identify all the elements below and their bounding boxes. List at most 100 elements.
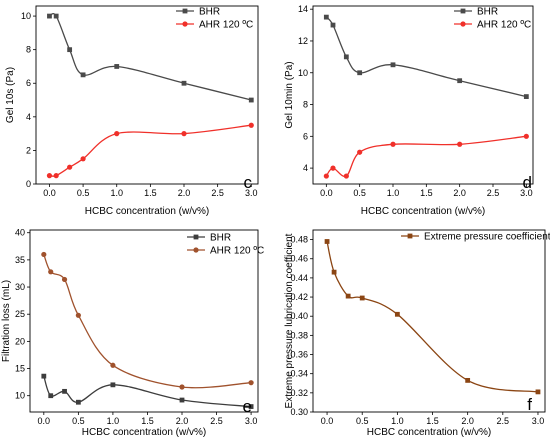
x-tick-label: 2.0 — [453, 188, 466, 198]
legend-label: AHR 120 ºC — [199, 20, 253, 31]
data-point — [181, 80, 187, 86]
y-tick-label: 10 — [15, 391, 25, 401]
data-point — [75, 312, 81, 318]
x-tick-label: 2.5 — [497, 416, 510, 426]
legend-label: AHR 120 ºC — [477, 20, 531, 31]
y-axis-title: Extreme pressure lubrication coefficient — [284, 233, 295, 408]
data-point — [535, 389, 541, 395]
x-tick-label: 3.0 — [245, 416, 258, 426]
data-point — [41, 251, 47, 258]
y-tick-label: 8 — [26, 45, 31, 55]
legend-label: AHR 120 ºC — [210, 246, 264, 257]
data-point — [394, 311, 400, 317]
x-axis-title: HCBC concentration (w/v%) — [367, 427, 491, 438]
x-tick-label: 0.5 — [77, 188, 90, 198]
legend-marker — [193, 247, 199, 253]
x-tick-label: 1.0 — [391, 416, 404, 426]
chart-panel-e: 0.0 0.5 1.0 1.5 2.0 2.5 3.0 10 15 20 25 30 35 40 HCBC … — [1, 228, 264, 438]
data-point — [61, 276, 68, 283]
x-tick-label: 0.0 — [43, 188, 56, 198]
x-tick-label: 2.0 — [176, 416, 189, 426]
chart-panel-c: 0.0 0.5 1.0 1.5 2.0 2.5 3.0 0 2 4 6 8 10 HCBC concent… — [5, 5, 259, 217]
x-tick-label: 0.0 — [38, 416, 51, 426]
data-point — [359, 295, 365, 301]
panel-letter: e — [243, 397, 252, 416]
x-tick-label: 0.5 — [353, 188, 366, 198]
plot-frame — [312, 5, 534, 185]
data-point — [47, 13, 52, 19]
y-tick-label: 20 — [15, 336, 25, 346]
plot-frame — [312, 229, 546, 413]
x-tick-label: 2.5 — [211, 188, 224, 198]
x-tick-label: 3.0 — [520, 188, 533, 198]
series-line — [325, 135, 527, 178]
data-point — [80, 72, 86, 78]
panel-letter: c — [244, 173, 253, 192]
data-point — [248, 380, 254, 386]
series-bhr — [41, 373, 254, 409]
legend-marker — [407, 233, 413, 239]
legend-label: Extreme pressure coefficient — [424, 232, 550, 243]
series-ahr-120-c — [323, 133, 529, 179]
legend-label: BHR — [210, 233, 231, 244]
data-point — [181, 131, 187, 137]
y-tick-label: 14 — [298, 4, 308, 14]
data-point — [523, 133, 529, 139]
data-point — [179, 384, 185, 390]
data-point — [114, 131, 120, 137]
data-point — [323, 173, 329, 179]
y-tick-label: 0.48 — [290, 235, 308, 245]
data-point — [330, 165, 336, 171]
panel-letter: d — [523, 173, 532, 192]
data-point — [357, 149, 363, 155]
legend-marker — [182, 8, 188, 14]
y-tick-label: 0.30 — [290, 407, 308, 417]
data-point — [324, 239, 330, 244]
plot-frame — [35, 5, 259, 185]
y-tick-label: 40 — [15, 228, 25, 238]
x-tick-label: 0.0 — [321, 416, 334, 426]
x-tick-label: 0.5 — [72, 416, 85, 426]
data-point — [179, 397, 185, 403]
data-point — [41, 373, 47, 379]
x-tick-label: 2.5 — [487, 188, 500, 198]
legend-label: BHR — [477, 7, 498, 18]
y-tick-label: 10 — [21, 11, 31, 21]
y-tick-label: 15 — [15, 364, 25, 374]
x-tick-label: 2.0 — [178, 188, 191, 198]
data-point — [48, 269, 54, 275]
data-point — [67, 164, 73, 170]
data-point — [62, 388, 67, 394]
data-point — [457, 78, 463, 84]
y-tick-label: 0.32 — [290, 388, 308, 398]
data-point — [343, 54, 349, 60]
x-axis-title: HCBC concentration (w/v%) — [361, 206, 485, 217]
y-tick-label: 8 — [303, 100, 308, 110]
data-point — [523, 94, 529, 99]
series-line — [43, 254, 252, 389]
chart-panel-f: 0.0 0.5 1.0 1.5 2.0 2.5 3.0 0.30 0.32 0.34 0.36 0.3… — [284, 229, 550, 438]
y-tick-label: 10 — [298, 68, 308, 78]
data-point — [110, 362, 116, 368]
x-tick-label: 1.0 — [110, 188, 123, 198]
data-point — [48, 393, 54, 399]
data-point — [465, 377, 471, 383]
legend-marker — [460, 8, 466, 14]
data-point — [357, 70, 363, 76]
data-point — [248, 97, 254, 103]
data-point — [53, 173, 59, 179]
data-point — [110, 382, 116, 388]
data-point — [80, 156, 86, 162]
data-point — [53, 13, 59, 19]
data-point — [323, 14, 329, 20]
y-tick-label: 4 — [303, 163, 308, 173]
chart-panel-d: 0.0 0.5 1.0 1.5 2.0 2.5 3.0 4 6 8 10 12 14 HCBC conce… — [284, 4, 534, 217]
y-tick-label: 6 — [303, 131, 308, 141]
y-tick-label: 0.46 — [290, 254, 308, 264]
y-tick-label: 0.44 — [290, 273, 308, 283]
y-tick-label: 0.38 — [290, 330, 308, 340]
x-tick-label: 1.0 — [107, 416, 120, 426]
data-point — [46, 173, 53, 179]
y-tick-label: 0.36 — [290, 350, 308, 360]
